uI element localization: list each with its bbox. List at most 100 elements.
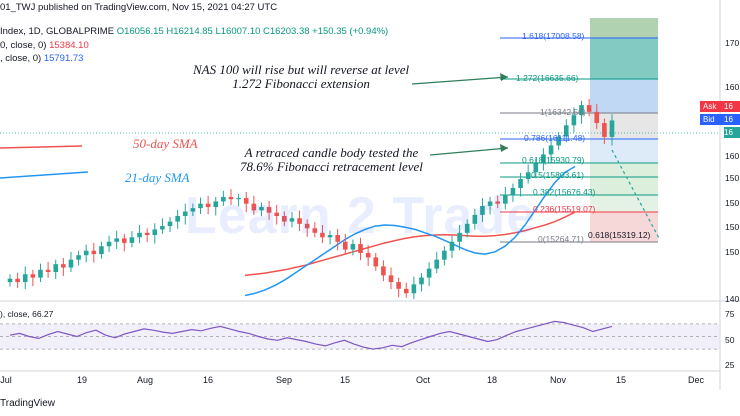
candle-body-1 bbox=[15, 278, 20, 283]
candle-body-43 bbox=[335, 235, 340, 242]
high-value: H16214.85 bbox=[166, 26, 213, 37]
candle-body-59 bbox=[457, 232, 462, 242]
candle-body-6 bbox=[53, 264, 59, 272]
candle-body-44 bbox=[342, 241, 348, 250]
fib-label-2: 1(16342.50) bbox=[540, 107, 586, 117]
candle-body-64 bbox=[495, 201, 500, 204]
low-value: L16007.10 bbox=[215, 26, 261, 37]
ma1-label: 0, close, 0) bbox=[0, 40, 47, 51]
candle-body-9 bbox=[76, 255, 81, 260]
candle-body-67 bbox=[518, 179, 523, 188]
ma2-legend[interactable]: , close, 0) 15791.73 bbox=[0, 53, 83, 64]
x-label-19: 19 bbox=[76, 375, 88, 385]
fib-label-1: 1.272(16635.66) bbox=[516, 73, 579, 83]
fib-zone-4 bbox=[590, 139, 658, 163]
nas-arrow-line bbox=[411, 76, 509, 85]
candle-body-28 bbox=[221, 196, 226, 202]
fib-label-4: 0.618(15930.79) bbox=[522, 155, 585, 165]
x-label-16: 16 bbox=[202, 375, 214, 385]
open-value: O16056.15 bbox=[116, 26, 164, 37]
candle-body-41 bbox=[320, 232, 325, 238]
change-value: +150.35 (+0.94%) bbox=[312, 26, 389, 37]
candle-body-46 bbox=[358, 244, 363, 253]
candle-body-49 bbox=[381, 266, 386, 276]
ma1-legend[interactable]: 0, close, 0) 15384.10 bbox=[0, 40, 89, 51]
candle-body-36 bbox=[282, 216, 287, 222]
fib-zone-6 bbox=[590, 177, 658, 195]
x-label-15a: 15 bbox=[339, 375, 351, 385]
tradingview-brand[interactable]: TradingView bbox=[0, 398, 56, 409]
candle-body-68 bbox=[525, 172, 531, 180]
candle-body-71 bbox=[548, 145, 554, 155]
candle-body-65 bbox=[503, 194, 508, 204]
candle-body-40 bbox=[312, 228, 318, 233]
candle-body-8 bbox=[68, 259, 74, 268]
retrace-annotation-line1: A retraced candle body tested the bbox=[244, 145, 419, 160]
candle-body-61 bbox=[472, 214, 478, 224]
candle-body-66 bbox=[510, 188, 516, 195]
candle-body-4 bbox=[38, 269, 43, 278]
candle-body-58 bbox=[449, 241, 455, 251]
bid-value: 16 bbox=[724, 114, 740, 125]
candle-body-47 bbox=[365, 252, 371, 258]
candle-body-69 bbox=[533, 163, 539, 173]
candle-body-52 bbox=[403, 288, 409, 294]
bid-tag[interactable]: Bid bbox=[700, 114, 727, 125]
fib-label-7: 0.236(15519.07) bbox=[533, 204, 596, 214]
candle-body-22 bbox=[175, 216, 180, 222]
candle-body-54 bbox=[419, 277, 424, 285]
ask-value: 16 bbox=[724, 101, 740, 112]
y-label-1: 160 bbox=[725, 82, 740, 92]
rsi-legend[interactable]: ), close, 66.27 bbox=[0, 309, 54, 319]
candle-body-25 bbox=[198, 203, 203, 209]
candle-body-38 bbox=[297, 218, 302, 224]
candle-body-27 bbox=[213, 201, 219, 208]
fib-label-8: 0(15264.71) bbox=[538, 234, 584, 244]
y-label-4: 150 bbox=[725, 173, 740, 183]
candle-body-33 bbox=[259, 207, 264, 211]
sma50-left-segment bbox=[0, 145, 83, 149]
candle-body-76 bbox=[586, 105, 592, 112]
candle-body-53 bbox=[411, 284, 417, 294]
candle-body-63 bbox=[487, 201, 493, 206]
x-label-nov: Nov bbox=[549, 375, 567, 385]
candle-body-72 bbox=[556, 136, 561, 146]
sma21-line bbox=[244, 165, 576, 297]
fib-zone-1 bbox=[590, 38, 658, 79]
watermark-logo: Learn 2 Trade bbox=[185, 187, 537, 245]
fib-label-6: 0.382(15676.43) bbox=[533, 187, 596, 197]
candle-body-37 bbox=[289, 218, 295, 222]
candle-body-29 bbox=[228, 196, 234, 200]
nas-arrow-head bbox=[500, 73, 508, 81]
ask-tag[interactable]: Ask bbox=[700, 101, 727, 112]
candle-body-74 bbox=[571, 115, 577, 126]
candle-body-5 bbox=[45, 269, 51, 272]
candle-body-21 bbox=[167, 221, 173, 227]
candle-body-20 bbox=[160, 226, 165, 230]
candle-body-14 bbox=[114, 238, 119, 242]
close-value: C16203.38 bbox=[263, 26, 310, 37]
candle-body-11 bbox=[91, 250, 97, 255]
candle-body-0 bbox=[7, 278, 13, 283]
candle-body-23 bbox=[182, 211, 188, 216]
sma21-label: 21-day SMA bbox=[125, 170, 190, 185]
candle-body-19 bbox=[152, 229, 158, 236]
candle-body-57 bbox=[442, 250, 447, 260]
candle-body-77 bbox=[594, 111, 600, 124]
candle-body-18 bbox=[144, 232, 150, 236]
candle-body-50 bbox=[388, 275, 394, 283]
candle-body-7 bbox=[61, 264, 66, 268]
x-label-oct: Oct bbox=[415, 375, 431, 385]
y-label-0: 170 bbox=[725, 38, 740, 48]
candle-body-3 bbox=[30, 274, 36, 278]
candle-body-35 bbox=[274, 212, 280, 216]
y-label-7: 150 bbox=[725, 247, 740, 257]
rsi-axis-25: 25 bbox=[725, 360, 735, 370]
candle-body-51 bbox=[396, 282, 401, 289]
candle-body-15 bbox=[122, 238, 127, 243]
symbol-info: Index, 1D, GLOBALPRIME bbox=[0, 26, 115, 37]
candle-body-48 bbox=[373, 257, 379, 267]
candle-body-10 bbox=[83, 250, 89, 256]
candle-body-70 bbox=[541, 154, 546, 164]
